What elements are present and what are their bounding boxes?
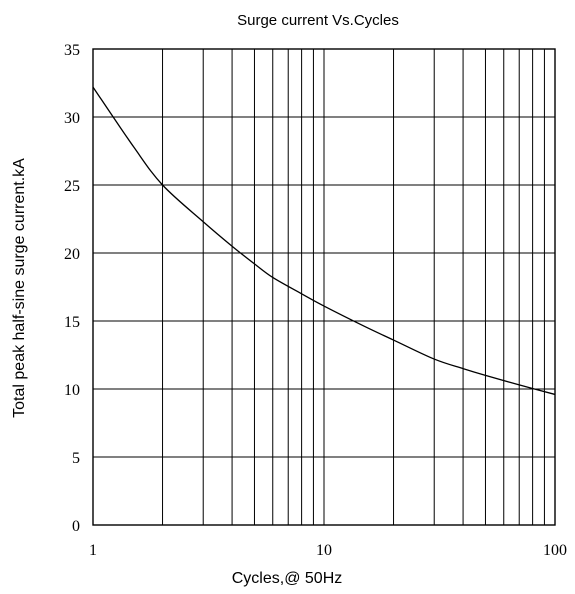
y-tick-labels: 0 5 10 15 20 25 30 35 (64, 42, 80, 535)
y-axis-label: Total peak half-sine surge current.kA (11, 158, 28, 418)
y-tick-label: 20 (64, 246, 80, 263)
plot-frame (92, 48, 556, 526)
x-tick-labels: 1 10 100 (89, 542, 567, 559)
x-tick-label: 10 (316, 542, 332, 559)
y-tick-label: 0 (72, 518, 80, 535)
surge-current-curve (92, 86, 556, 396)
series-layer (92, 86, 556, 396)
x-tick-label: 1 (89, 542, 97, 559)
x-tick-label: 100 (543, 542, 567, 559)
y-tick-label: 35 (64, 42, 80, 59)
x-axis-label: Cycles,@ 50Hz (232, 570, 343, 587)
y-tick-label: 5 (72, 450, 80, 467)
y-tick-label: 30 (64, 110, 80, 127)
y-tick-label: 10 (64, 382, 80, 399)
grid-lines (92, 48, 556, 526)
chart-title: Surge current Vs.Cycles (237, 12, 399, 29)
y-tick-label: 25 (64, 178, 80, 195)
y-tick-label: 15 (64, 314, 80, 331)
